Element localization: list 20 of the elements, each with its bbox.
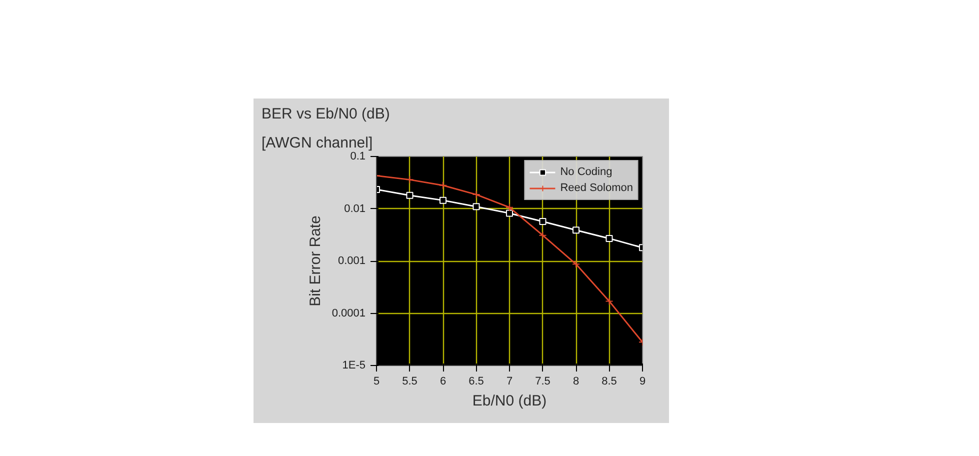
x-tick-label: 8 xyxy=(572,376,580,388)
legend-label: No Coding xyxy=(560,165,612,179)
x-tick-label: 7 xyxy=(506,376,513,388)
x-tick-label: 6.5 xyxy=(468,376,484,388)
x-tick-label: 6 xyxy=(440,376,446,388)
x-tick-label: 9 xyxy=(639,376,646,388)
x-tick-label: 7.5 xyxy=(535,376,550,388)
y-tick-label: 1E-5 xyxy=(342,360,366,372)
chart-subtitle: [AWGN channel] xyxy=(262,134,373,152)
x-tick-label: 5.5 xyxy=(402,376,418,388)
x-axis-title: Eb/N0 (dB) xyxy=(472,392,547,410)
x-tick-label: 5 xyxy=(373,376,380,388)
y-tick-label: 0.001 xyxy=(338,255,366,267)
y-tick-label: 0.0001 xyxy=(332,307,366,320)
x-tick-label: 8.5 xyxy=(602,376,617,388)
y-axis-title: Bit Error Rate xyxy=(306,216,324,306)
legend-label: Reed Solomon xyxy=(560,181,633,195)
y-tick-label: 0.01 xyxy=(344,202,366,215)
chart-title: BER vs Eb/N0 (dB) xyxy=(262,106,390,122)
y-tick-label: 0.1 xyxy=(350,150,366,162)
